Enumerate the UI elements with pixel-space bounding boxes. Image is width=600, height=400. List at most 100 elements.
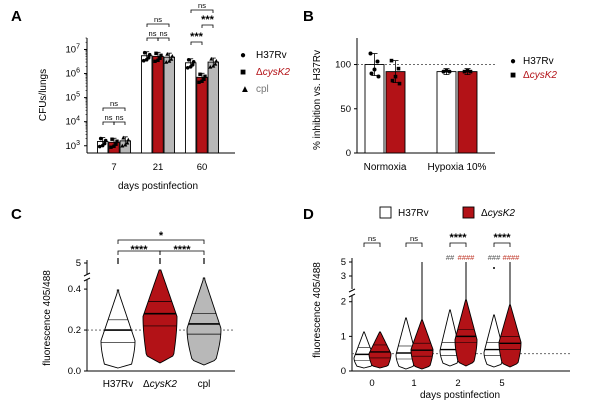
c-significance-label: *: [159, 230, 164, 242]
c-y-label: fluorescence 405/488: [42, 270, 53, 366]
d-hash-label-h37rv: ###: [488, 253, 501, 262]
c-violin: [100, 289, 136, 369]
a-significance-label: ns: [149, 29, 157, 38]
d-hash-label-cysk2: ####: [458, 253, 476, 262]
a-data-point: [159, 53, 163, 58]
b-data-point: [468, 69, 473, 74]
a-data-point: [213, 61, 218, 66]
d-significance-label: ****: [449, 232, 467, 244]
b-data-point: [369, 71, 374, 76]
c-x-tick-label: ΔcysK2: [143, 379, 177, 390]
d-y-tick-label: 3: [341, 271, 346, 282]
a-data-point: [158, 56, 162, 61]
a-y-tick-label: 107: [66, 43, 81, 55]
a-data-point: [112, 144, 116, 148]
a-x-tick-label: 7: [111, 162, 116, 173]
b-y-tick-label: 0: [346, 148, 351, 159]
c-significance-bracket: [159, 250, 205, 255]
c-violin: [186, 277, 222, 366]
panel-b-chart: 0 50 100 Normoxia Hypoxia 10% % inhibition …: [312, 38, 557, 173]
b-data-point: [390, 78, 395, 83]
b-legend-label: ΔcysK2: [523, 70, 557, 81]
a-x-tick-label: 21: [153, 162, 164, 173]
a-data-point: [185, 65, 190, 70]
a-data-point: [208, 64, 213, 69]
a-bar: [196, 76, 208, 154]
a-data-point: [123, 142, 128, 147]
b-data-point: [447, 69, 452, 74]
c-y-tick-label: 0.2: [68, 325, 81, 336]
a-legend-label: cpl: [256, 84, 269, 95]
d-significance-label: ****: [493, 232, 511, 244]
a-significance-bracket: [146, 37, 159, 41]
c-significance-label: ****: [173, 244, 191, 256]
d-hash-label-h37rv: ##: [446, 253, 455, 262]
a-data-point: [141, 58, 146, 63]
d-violin: [410, 319, 434, 370]
a-significance-label: ns: [160, 29, 168, 38]
a-significance-bracket: [190, 41, 203, 45]
a-significance-label: ns: [198, 1, 206, 10]
a-data-point: [121, 135, 126, 140]
d-legend-swatch: [462, 206, 475, 219]
a-data-point: [198, 72, 202, 76]
d-x-tick-label: 1: [411, 378, 416, 389]
a-data-point: [188, 64, 193, 69]
a-data-point: [164, 59, 169, 64]
a-significance-bracket: [157, 37, 170, 41]
a-bar: [152, 55, 164, 154]
a-data-point: [170, 53, 175, 58]
d-significance-label: ns: [368, 234, 376, 243]
b-legend-marker: ■: [510, 70, 516, 81]
a-data-point: [167, 58, 172, 63]
c-axis-break-top: [83, 272, 91, 277]
panel-c-chart: 0.00.20.45 ***** **** fluorescence 405/48…: [42, 230, 235, 390]
a-significance-bracket: [146, 23, 170, 27]
a-legend-marker: ■: [240, 67, 246, 78]
a-data-point: [191, 59, 196, 64]
d-x-tick-label: 2: [455, 378, 460, 389]
d-legend-label: ΔcysK2: [481, 208, 515, 219]
a-data-point: [98, 136, 103, 141]
b-data-point: [372, 67, 377, 72]
a-bar: [184, 62, 197, 154]
a-significance-bracket: [201, 24, 214, 28]
c-axis-break-bottom: [83, 277, 91, 282]
d-x-tick-label: 5: [499, 378, 504, 389]
a-data-point: [197, 80, 201, 84]
a-data-point: [115, 139, 119, 143]
a-significance-bracket: [102, 107, 126, 111]
b-data-point: [368, 51, 373, 56]
d-y-tick-label: 2: [341, 297, 346, 308]
a-significance-label: ns: [154, 15, 162, 24]
a-bar: [207, 61, 220, 154]
b-bar: [436, 71, 457, 154]
d-significance-bracket: [363, 242, 381, 247]
b-legend-marker: ●: [510, 56, 516, 67]
a-legend-marker: ▲: [240, 84, 250, 95]
d-y-tick-label: 5: [341, 257, 346, 268]
b-data-point: [397, 81, 402, 86]
d-x-label: days postinfection: [420, 390, 500, 400]
a-data-point: [142, 50, 147, 55]
a-y-tick-label: 103: [66, 140, 81, 152]
a-bar: [163, 56, 176, 154]
c-y-tick-label: 0.4: [68, 284, 81, 295]
d-significance-label: ns: [410, 234, 418, 243]
a-data-point: [103, 138, 108, 143]
a-legend-marker: ●: [240, 50, 246, 61]
a-data-point: [169, 56, 174, 61]
a-data-point: [202, 77, 206, 81]
panel-label-c: C: [11, 206, 22, 223]
panel-label-a: A: [11, 8, 22, 25]
a-data-point: [144, 57, 149, 62]
a-data-point: [200, 79, 204, 83]
a-data-point: [153, 59, 157, 64]
a-data-point: [211, 63, 216, 68]
c-significance-bracket: [117, 239, 205, 244]
a-significance-bracket: [102, 121, 115, 125]
a-data-point: [209, 56, 214, 61]
d-violin: [454, 299, 478, 367]
